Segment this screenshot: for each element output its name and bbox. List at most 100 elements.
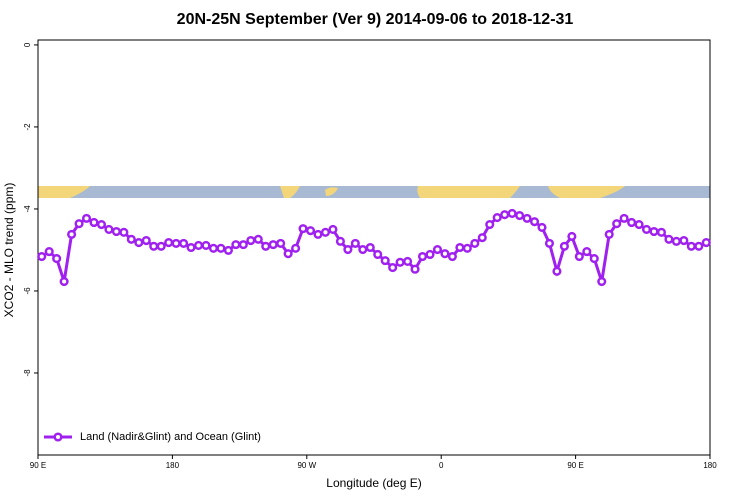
point xyxy=(313,229,323,239)
point xyxy=(694,241,704,251)
point xyxy=(447,251,457,262)
y-tick-label: -6 xyxy=(23,287,32,295)
map-strip xyxy=(38,186,710,198)
y-tick-label: -8 xyxy=(23,369,32,377)
point xyxy=(119,227,129,237)
legend-marker xyxy=(53,432,63,442)
point xyxy=(440,249,450,259)
y-axis-label: XCO2 - MLO trend (ppm) xyxy=(2,183,16,318)
point xyxy=(216,243,226,253)
point xyxy=(335,236,345,246)
point xyxy=(417,251,428,262)
point xyxy=(500,210,510,220)
point xyxy=(276,238,286,248)
x-tick-label: 90 E xyxy=(567,461,583,470)
legend-label: Land (Nadir&Glint) and Ocean (Glint) xyxy=(80,431,261,443)
y-tick-label: -4 xyxy=(23,205,32,213)
point xyxy=(246,235,256,246)
point xyxy=(37,251,47,262)
point xyxy=(552,266,562,276)
point xyxy=(193,240,204,250)
point xyxy=(156,241,166,251)
point xyxy=(619,213,629,223)
point xyxy=(537,222,547,232)
point xyxy=(679,235,689,246)
point xyxy=(582,247,592,257)
point xyxy=(164,238,174,248)
point xyxy=(96,219,107,230)
point xyxy=(89,217,99,228)
point xyxy=(328,224,338,235)
point xyxy=(544,238,555,248)
x-tick-label: 90 E xyxy=(30,461,46,470)
point xyxy=(462,243,472,253)
point xyxy=(171,238,181,248)
point xyxy=(291,243,301,253)
point xyxy=(59,276,69,287)
point xyxy=(604,229,614,239)
point xyxy=(589,254,599,264)
point xyxy=(305,226,316,236)
point xyxy=(149,241,159,251)
point xyxy=(671,236,681,246)
point xyxy=(283,249,293,259)
point xyxy=(507,208,517,219)
point xyxy=(52,254,62,264)
point xyxy=(74,219,84,229)
point xyxy=(627,217,637,228)
point xyxy=(425,249,435,260)
point xyxy=(477,233,487,243)
y-tick-label: 0 xyxy=(23,42,32,47)
point xyxy=(559,241,569,251)
x-axis-label: Longitude (deg E) xyxy=(326,476,421,490)
point xyxy=(664,234,674,244)
chart-title: 20N-25N September (Ver 9) 2014-09-06 to … xyxy=(177,11,574,28)
point xyxy=(388,263,398,273)
point xyxy=(634,219,644,230)
point xyxy=(179,238,189,248)
point xyxy=(686,241,696,251)
point xyxy=(403,256,413,266)
point xyxy=(104,224,114,235)
point xyxy=(134,238,144,248)
point xyxy=(261,241,271,251)
point xyxy=(574,251,584,262)
point xyxy=(201,240,211,250)
point xyxy=(612,219,622,229)
point xyxy=(268,240,278,250)
point xyxy=(380,256,390,266)
point xyxy=(656,227,667,237)
point xyxy=(373,249,383,260)
plot-frame xyxy=(37,39,711,456)
point xyxy=(485,219,495,230)
point xyxy=(597,276,607,287)
point xyxy=(81,213,92,223)
point xyxy=(395,257,405,267)
point xyxy=(358,245,368,255)
point xyxy=(492,213,502,223)
point xyxy=(522,213,532,223)
point xyxy=(111,226,121,237)
point xyxy=(410,264,420,274)
legend-item: Land (Nadir&Glint) and Ocean (Glint) xyxy=(44,431,261,443)
point xyxy=(649,226,659,237)
point xyxy=(253,234,263,244)
point xyxy=(455,242,465,253)
point xyxy=(44,247,54,257)
point xyxy=(238,240,248,250)
point xyxy=(515,210,525,221)
point xyxy=(298,224,308,234)
y-tick-label: -2 xyxy=(23,123,32,131)
point xyxy=(432,245,443,255)
x-tick-label: 90 W xyxy=(297,461,316,470)
point xyxy=(365,242,375,253)
point xyxy=(223,245,233,255)
x-tick-label: 180 xyxy=(166,461,180,470)
point xyxy=(208,243,219,253)
point xyxy=(529,217,540,227)
x-tick-label: 0 xyxy=(439,461,444,470)
point xyxy=(186,242,196,253)
x-tick-label: 180 xyxy=(703,461,717,470)
point xyxy=(701,238,711,248)
